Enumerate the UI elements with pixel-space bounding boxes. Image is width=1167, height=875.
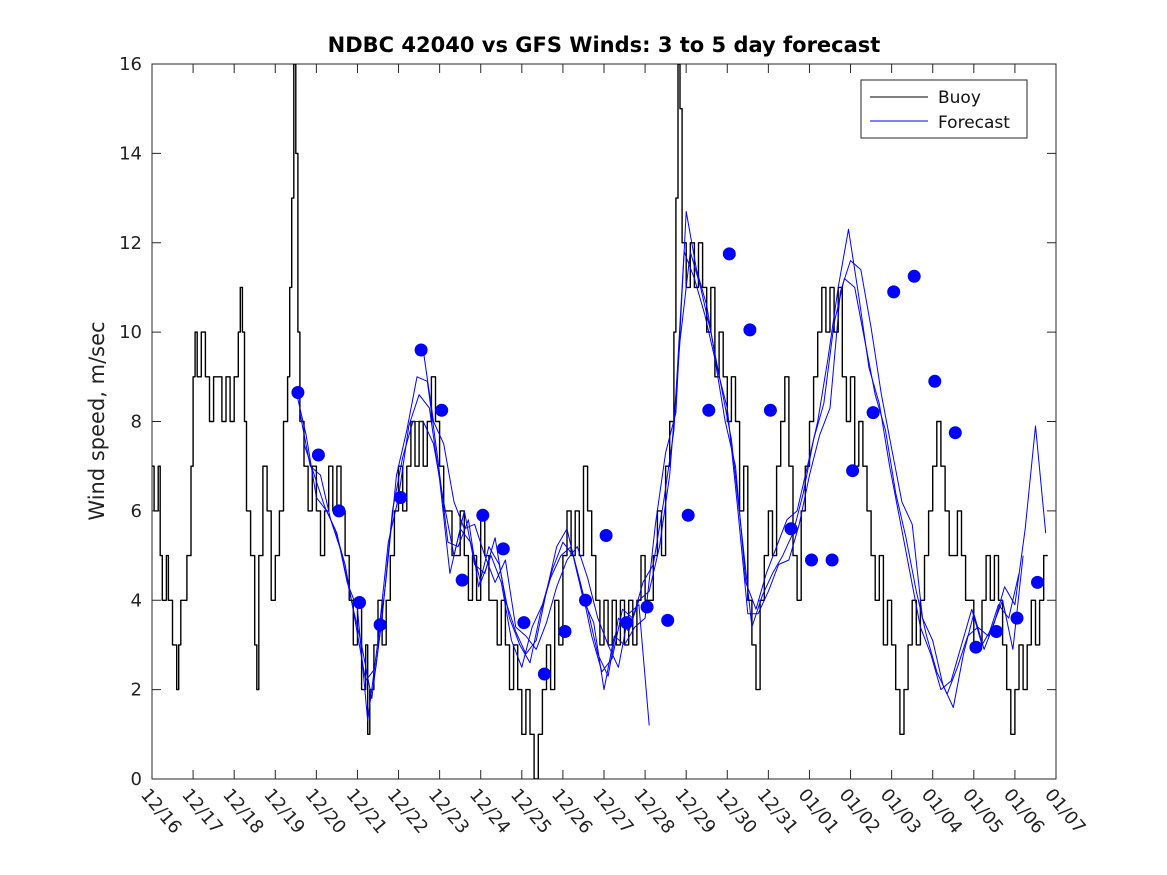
x-tick-label: 12/31: [753, 785, 802, 838]
y-tick-label: 6: [131, 501, 142, 522]
y-tick-label: 2: [131, 680, 142, 701]
y-tick-label: 10: [119, 322, 142, 343]
plot-area: [151, 63, 1057, 780]
x-tick-label: 12/27: [588, 785, 637, 838]
y-tick-label: 8: [131, 412, 142, 433]
forecast-marker: [640, 600, 654, 614]
x-tick-label: 01/05: [958, 785, 1007, 838]
series-line-0: [152, 64, 1048, 779]
forecast-marker: [373, 618, 387, 632]
forecast-marker: [928, 374, 942, 388]
x-tick-label: 12/21: [342, 785, 391, 838]
forecast-marker: [394, 491, 408, 504]
forecast-marker: [579, 593, 592, 607]
y-tick-label: 4: [131, 590, 142, 611]
y-tick-label: 12: [119, 233, 142, 254]
forecast-marker: [989, 625, 1003, 638]
x-tick-label: 01/02: [835, 785, 884, 838]
x-tick-label: 01/06: [999, 785, 1048, 838]
forecast-marker: [476, 508, 490, 522]
forecast-marker: [805, 553, 818, 567]
y-tick-label: 16: [119, 54, 142, 75]
forecast-marker: [455, 573, 469, 587]
x-tick-label: 12/23: [424, 785, 473, 838]
marker-layer: [291, 247, 1044, 681]
x-tick-label: 12/29: [670, 785, 719, 838]
forecast-marker: [332, 504, 346, 518]
forecast-marker: [681, 508, 695, 522]
y-tick-label: 0: [131, 769, 142, 790]
x-tick-label: 12/19: [259, 785, 308, 838]
x-tick-label: 12/25: [506, 785, 555, 838]
forecast-marker: [1010, 611, 1024, 625]
legend: Buoy Forecast: [860, 79, 1028, 139]
forecast-marker: [537, 667, 551, 681]
forecast-marker: [435, 403, 449, 417]
forecast-marker: [599, 529, 613, 542]
chart-title: NDBC 42040 vs GFS Winds: 3 to 5 day fore…: [328, 33, 881, 57]
y-axis-label: Wind speed, m/sec: [85, 321, 109, 520]
x-tick-label: 12/22: [383, 785, 432, 838]
forecast-marker: [353, 596, 366, 609]
forecast-marker: [558, 625, 572, 638]
forecast-marker: [311, 448, 325, 462]
forecast-marker: [517, 616, 531, 630]
series-line-2: [299, 251, 1020, 700]
y-axis: 0 2 4 6 8 10 12 14 16: [119, 54, 1056, 790]
forecast-marker: [702, 403, 716, 417]
legend-forecast-label: Forecast: [938, 113, 1010, 133]
x-tick-label: 12/17: [177, 785, 226, 838]
legend-buoy-label: Buoy: [938, 88, 981, 108]
x-tick-label: 12/28: [629, 785, 678, 838]
forecast-marker: [887, 285, 901, 299]
forecast-marker: [969, 640, 983, 654]
forecast-marker: [743, 323, 757, 337]
forecast-marker: [907, 269, 921, 283]
forecast-marker: [496, 542, 510, 556]
forecast-marker: [414, 343, 428, 357]
x-tick-label: 12/26: [547, 785, 596, 838]
x-tick-label: 01/07: [1040, 785, 1089, 838]
forecast-marker: [722, 247, 736, 261]
x-tick-label: 01/01: [794, 785, 843, 838]
forecast-marker: [763, 403, 777, 417]
forecast-marker: [948, 426, 962, 440]
x-tick-label: 12/16: [136, 785, 185, 838]
series-layer: [152, 64, 1048, 779]
forecast-marker: [846, 464, 860, 478]
legend-box: [860, 79, 1028, 139]
x-tick-label: 12/20: [301, 785, 350, 838]
forecast-marker: [291, 386, 305, 399]
x-tick-label: 01/04: [917, 785, 966, 838]
forecast-marker: [620, 616, 634, 630]
series-line-1: [295, 211, 1047, 722]
series-line-3: [303, 228, 1024, 691]
forecast-marker: [784, 522, 798, 536]
x-tick-label: 12/18: [218, 785, 267, 838]
x-tick-label: 12/24: [465, 785, 514, 838]
y-tick-label: 14: [119, 143, 142, 164]
series-line-4: [422, 349, 650, 726]
forecast-marker: [661, 613, 675, 627]
forecast-marker: [1031, 575, 1044, 589]
x-tick-label: 12/30: [711, 785, 760, 838]
forecast-marker: [825, 553, 839, 567]
forecast-marker: [866, 406, 880, 420]
x-tick-label: 01/03: [876, 785, 925, 838]
